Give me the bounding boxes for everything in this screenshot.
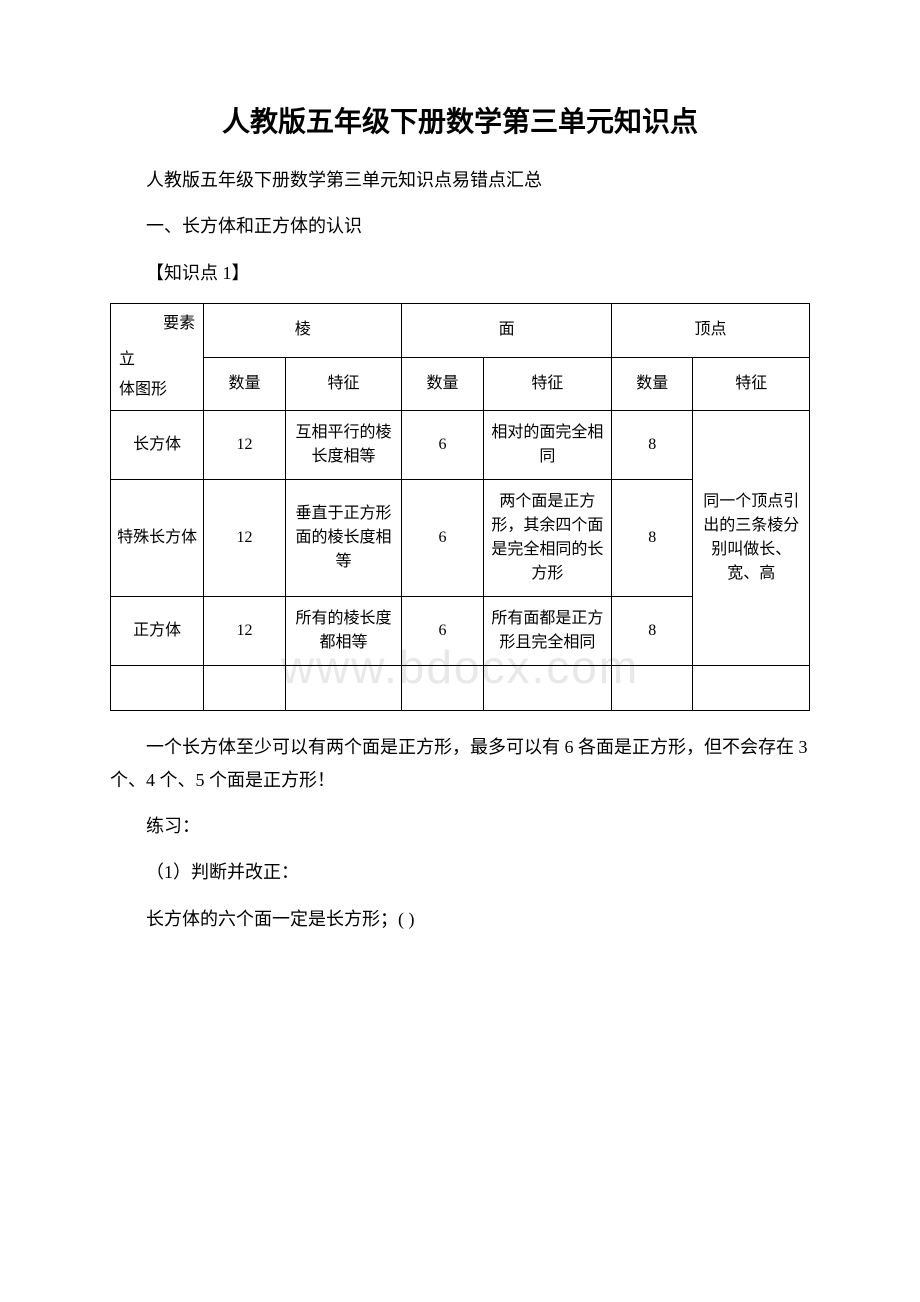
diag-bottom-label-1: 立 (115, 342, 199, 372)
cell-vertex-count: 8 (611, 411, 693, 480)
empty-cell (693, 666, 810, 711)
cell-edge-feature: 垂直于正方形面的棱长度相等 (285, 480, 402, 597)
empty-cell (111, 666, 204, 711)
document-title: 人教版五年级下册数学第三单元知识点 (110, 100, 810, 140)
empty-cell (402, 666, 484, 711)
cell-shape: 长方体 (111, 411, 204, 480)
knowledge-table: 要素 立 体图形 棱 面 顶点 数量 特征 数量 特征 数量 特征 长方体 12… (110, 303, 810, 711)
empty-cell (285, 666, 402, 711)
subheader-edge-count: 数量 (204, 357, 286, 411)
cell-vertex-count: 8 (611, 597, 693, 666)
table-header-row-1: 要素 立 体图形 棱 面 顶点 (111, 304, 810, 358)
cell-face-count: 6 (402, 597, 484, 666)
header-vertex: 顶点 (611, 304, 809, 358)
empty-cell (611, 666, 693, 711)
cell-face-feature: 两个面是正方形，其余四个面是完全相同的长方形 (483, 480, 611, 597)
cell-vertex-feature-merged: 同一个顶点引出的三条棱分别叫做长、宽、高 (693, 411, 810, 666)
subheader-face-feature: 特征 (483, 357, 611, 411)
diag-top-label: 要素 (115, 312, 199, 342)
cell-face-count: 6 (402, 480, 484, 597)
cell-shape: 正方体 (111, 597, 204, 666)
question-1-text: 长方体的六个面一定是长方形；( ) (110, 903, 810, 935)
header-edge: 棱 (204, 304, 402, 358)
intro-line-2: 一、长方体和正方体的认识 (110, 210, 810, 242)
cell-edge-count: 12 (204, 411, 286, 480)
cell-face-count: 6 (402, 411, 484, 480)
intro-line-1: 人教版五年级下册数学第三单元知识点易错点汇总 (110, 164, 810, 196)
intro-line-3: 【知识点 1】 (110, 257, 810, 289)
cell-face-feature: 相对的面完全相同 (483, 411, 611, 480)
diag-bottom-label-2: 体图形 (115, 372, 199, 402)
empty-cell (483, 666, 611, 711)
question-1-label: （1）判断并改正： (110, 856, 810, 888)
diagonal-header-cell: 要素 立 体图形 (111, 304, 204, 411)
subheader-face-count: 数量 (402, 357, 484, 411)
subheader-vertex-feature: 特征 (693, 357, 810, 411)
cell-edge-count: 12 (204, 597, 286, 666)
note-paragraph: 一个长方体至少可以有两个面是正方形，最多可以有 6 各面是正方形，但不会存在 3… (110, 731, 810, 796)
subheader-vertex-count: 数量 (611, 357, 693, 411)
cell-shape: 特殊长方体 (111, 480, 204, 597)
cell-face-feature: 所有面都是正方形且完全相同 (483, 597, 611, 666)
cell-vertex-count: 8 (611, 480, 693, 597)
empty-cell (204, 666, 286, 711)
cell-edge-feature: 互相平行的棱长度相等 (285, 411, 402, 480)
subheader-edge-feature: 特征 (285, 357, 402, 411)
header-face: 面 (402, 304, 612, 358)
cell-edge-count: 12 (204, 480, 286, 597)
table-header-row-2: 数量 特征 数量 特征 数量 特征 (111, 357, 810, 411)
knowledge-table-container: 要素 立 体图形 棱 面 顶点 数量 特征 数量 特征 数量 特征 长方体 12… (110, 303, 810, 711)
cell-edge-feature: 所有的棱长度都相等 (285, 597, 402, 666)
table-row: 长方体 12 互相平行的棱长度相等 6 相对的面完全相同 8 同一个顶点引出的三… (111, 411, 810, 480)
table-empty-row (111, 666, 810, 711)
practice-label: 练习： (110, 810, 810, 842)
